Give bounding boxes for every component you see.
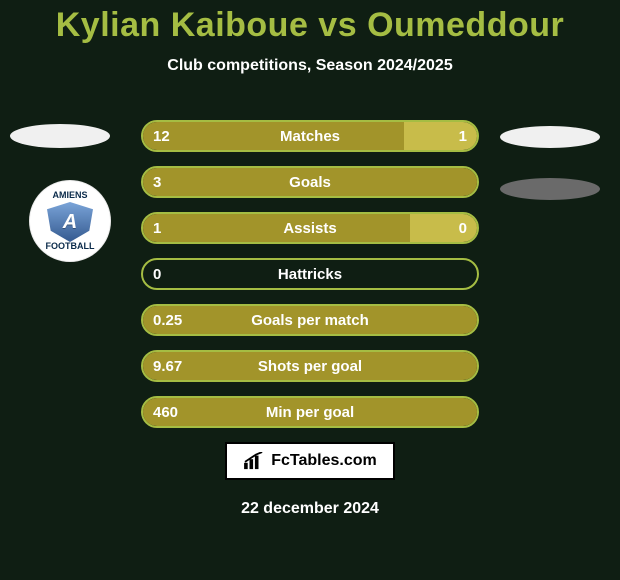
crest-text: AMIENS FOOTBALL [46,191,95,251]
crest-shield-icon [47,202,93,242]
page-subtitle: Club competitions, Season 2024/2025 [0,57,620,75]
stat-label: Hattricks [143,260,477,288]
stat-value-left: 9.67 [143,352,192,380]
stat-value-left: 0 [143,260,171,288]
stat-row: Min per goal460 [141,396,479,428]
stat-row: Matches12 1 [141,120,479,152]
stat-value-left: 0.25 [143,306,192,334]
stat-rows: Matches121Goals3Assists10Hattricks0Goals… [141,120,479,442]
stat-row: Hattricks0 [141,258,479,290]
oval-right-top [500,126,600,148]
stat-row: Goals3 [141,166,479,198]
stat-value-left: 460 [143,398,188,426]
stat-value-right: 0 [449,214,477,242]
date-text: 22 december 2024 [0,500,620,518]
stat-label: Matches [143,122,477,150]
watermark-text: FcTables.com [271,452,377,470]
page-title: Kylian Kaiboue vs Oumeddour [0,6,620,45]
stat-label: Shots per goal [143,352,477,380]
stat-label: Min per goal [143,398,477,426]
stat-value-left: 1 [143,214,171,242]
bars-icon [243,452,265,470]
stat-label: Assists [143,214,477,242]
oval-right-bottom [500,178,600,200]
stat-value-left: 3 [143,168,171,196]
crest-top-text: AMIENS [46,191,95,200]
oval-left [10,124,110,148]
stat-row: Assists1 0 [141,212,479,244]
stat-value-left: 12 [143,122,180,150]
stat-value-right: 1 [449,122,477,150]
content-root: Kylian Kaiboue vs Oumeddour Club competi… [0,0,620,580]
stat-label: Goals [143,168,477,196]
club-crest: AMIENS FOOTBALL [29,180,111,262]
crest-bottom-text: FOOTBALL [46,242,95,251]
watermark: FcTables.com [225,442,395,480]
stat-row: Shots per goal9.67 [141,350,479,382]
stat-row: Goals per match0.25 [141,304,479,336]
stat-label: Goals per match [143,306,477,334]
